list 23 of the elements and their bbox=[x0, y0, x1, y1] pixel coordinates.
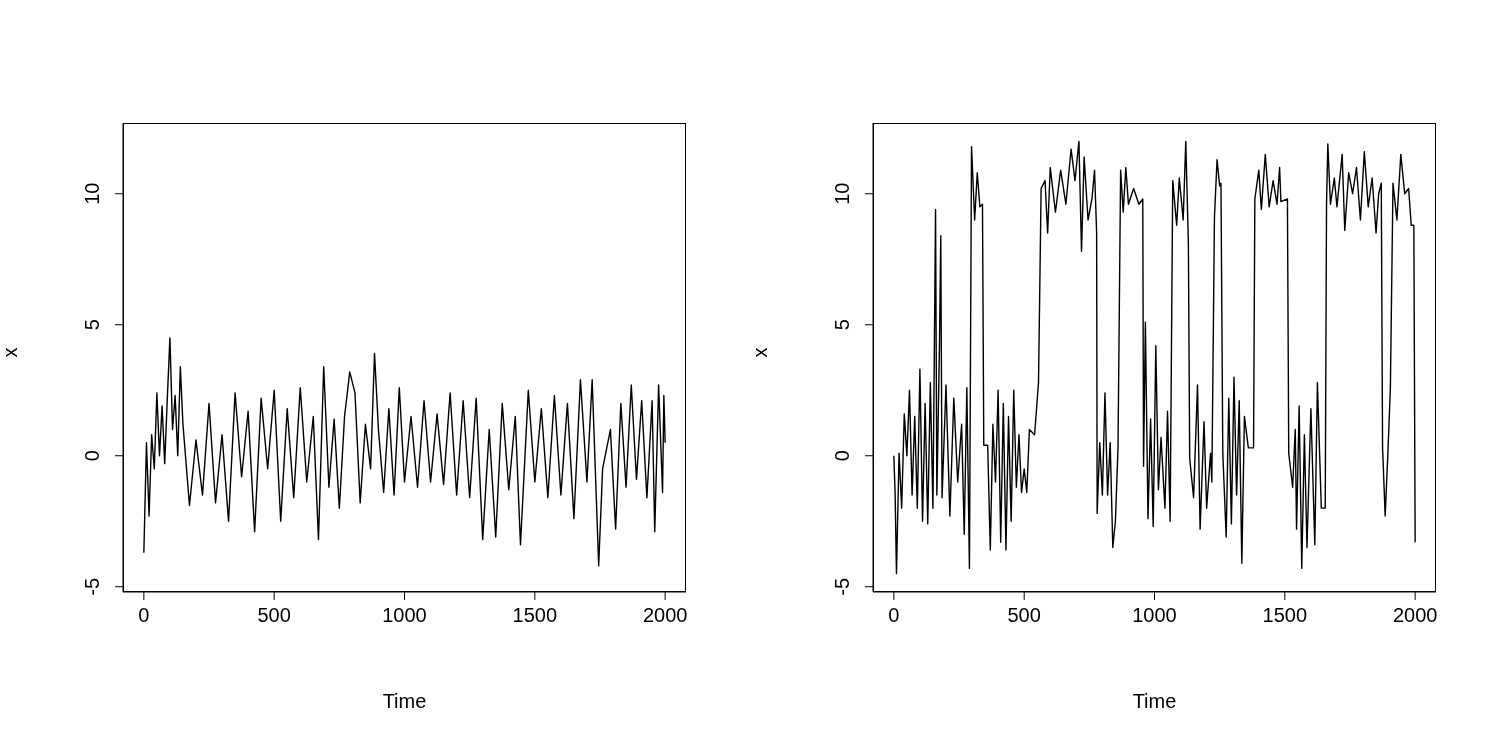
x-axis-title: Time bbox=[382, 690, 427, 712]
x-tick-label: 0 bbox=[138, 604, 150, 626]
x-tick-label: 1000 bbox=[1132, 604, 1177, 626]
y-tick-label: 0 bbox=[831, 450, 853, 462]
x-tick-label: 500 bbox=[1007, 604, 1041, 626]
x-tick-label: 2000 bbox=[1392, 604, 1438, 626]
x-tick-label: 1000 bbox=[382, 604, 427, 626]
x-axis-title: Time bbox=[1132, 690, 1177, 712]
y-tick-label: 10 bbox=[81, 182, 103, 205]
y-axis-title: x bbox=[749, 347, 772, 358]
y-tick-label: 5 bbox=[81, 319, 103, 331]
x-tick-label: 2000 bbox=[642, 604, 688, 626]
y-axis-title: x bbox=[0, 347, 22, 358]
line-series bbox=[143, 337, 666, 567]
y-tick-label: 10 bbox=[831, 182, 853, 205]
x-tick-label: 500 bbox=[257, 604, 291, 626]
x-tick-label: 1500 bbox=[1262, 604, 1308, 626]
y-tick-label: -5 bbox=[831, 577, 853, 596]
y-tick-label: -5 bbox=[81, 577, 103, 596]
x-tick-label: 0 bbox=[888, 604, 900, 626]
y-tick-label: 0 bbox=[81, 450, 103, 462]
x-tick-label: 1500 bbox=[512, 604, 558, 626]
y-tick-label: 5 bbox=[831, 319, 853, 331]
